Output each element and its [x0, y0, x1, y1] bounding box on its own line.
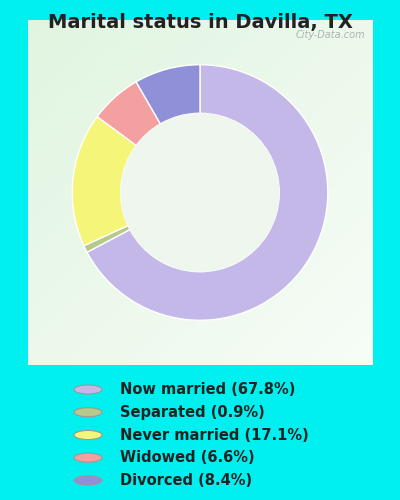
Text: Separated (0.9%): Separated (0.9%) — [120, 405, 265, 420]
Wedge shape — [136, 64, 200, 124]
Circle shape — [74, 453, 102, 462]
Circle shape — [74, 476, 102, 485]
Circle shape — [74, 408, 102, 417]
Text: Divorced (8.4%): Divorced (8.4%) — [120, 473, 252, 488]
Text: Widowed (6.6%): Widowed (6.6%) — [120, 450, 255, 465]
Circle shape — [74, 385, 102, 394]
Wedge shape — [72, 116, 136, 246]
Text: Marital status in Davilla, TX: Marital status in Davilla, TX — [48, 13, 352, 32]
Text: Now married (67.8%): Now married (67.8%) — [120, 382, 295, 397]
Text: Never married (17.1%): Never married (17.1%) — [120, 428, 309, 442]
Circle shape — [121, 114, 279, 272]
Wedge shape — [97, 82, 160, 146]
Text: City-Data.com: City-Data.com — [296, 30, 366, 40]
Circle shape — [74, 430, 102, 440]
Wedge shape — [84, 226, 130, 252]
Wedge shape — [87, 64, 328, 320]
